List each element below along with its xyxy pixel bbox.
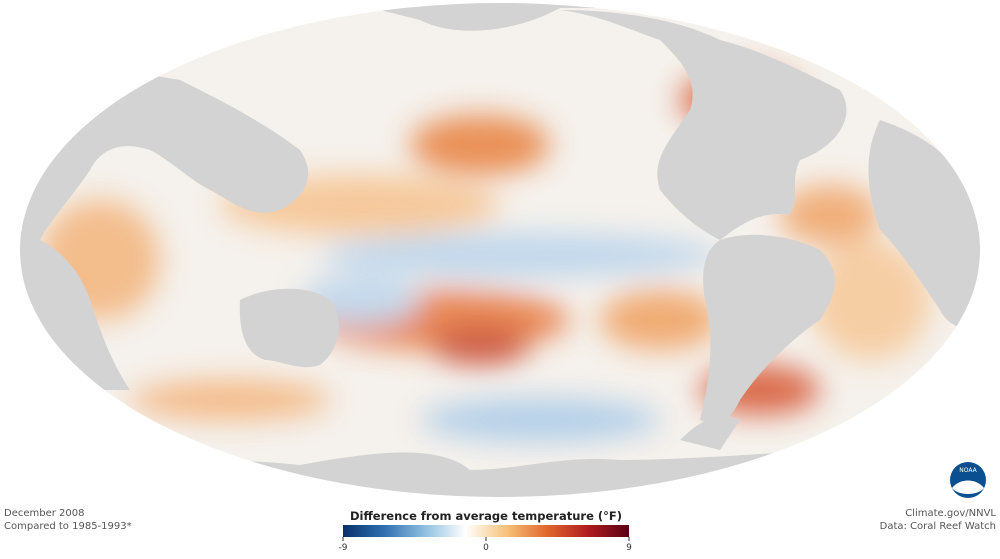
colorbar-tick-label: -9	[339, 543, 348, 553]
colorbar-ticks: -9 0 9	[339, 537, 632, 553]
colorbar-tick-label: 9	[626, 543, 632, 553]
logo: NOAA	[950, 462, 986, 498]
data-source: Data: Coral Reef Watch	[880, 521, 996, 532]
source: Climate.gov/NNVL	[905, 508, 996, 519]
logo-text: NOAA	[959, 467, 977, 474]
colorbar-tick-label: 0	[483, 543, 489, 553]
baseline: Compared to 1985-1993*	[4, 521, 132, 532]
colorbar-title: Difference from average temperature (°F)	[350, 509, 622, 523]
date: December 2008	[4, 508, 84, 519]
colorbar	[343, 525, 629, 537]
